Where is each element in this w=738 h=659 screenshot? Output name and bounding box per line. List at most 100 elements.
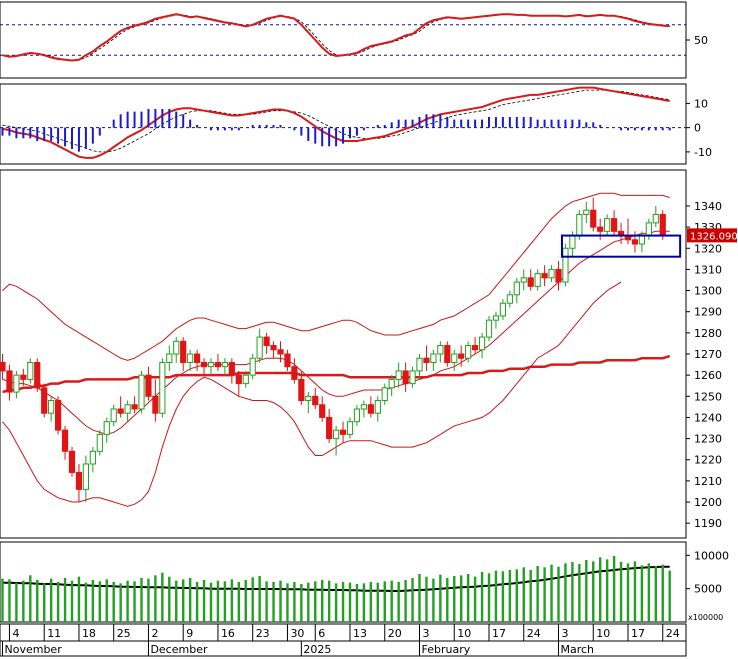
candle-body	[388, 378, 395, 389]
volume-bar	[543, 567, 546, 622]
volume-bar	[383, 581, 386, 622]
candle-body	[319, 404, 326, 418]
candle-body	[284, 353, 291, 368]
volume-bar	[668, 570, 671, 622]
x-day-label: 25	[117, 627, 131, 640]
volume-bar	[286, 583, 289, 622]
volume-bar	[56, 582, 60, 622]
candle-body	[13, 374, 20, 393]
x-day-label: 3	[423, 627, 430, 640]
volume-bar	[98, 581, 101, 622]
volume-bar	[501, 571, 505, 622]
x-day-label: 24	[527, 627, 541, 640]
candle-body	[555, 268, 562, 283]
x-day-label: 2	[151, 627, 158, 640]
y-tick-label: 10	[694, 97, 708, 110]
volume-bar	[348, 582, 352, 622]
candle-body	[20, 374, 27, 380]
candle-body	[55, 400, 62, 431]
volume-bar	[43, 583, 46, 622]
volume-bar	[175, 580, 178, 622]
candle-body	[374, 400, 381, 414]
y-tick-label: 5000	[694, 583, 722, 596]
candle-body	[138, 374, 145, 410]
candle-body	[333, 429, 340, 440]
x-axis-frame	[0, 623, 687, 657]
panel-frame-rsi	[0, 1, 687, 79]
candle-body	[277, 349, 284, 355]
volume-bar	[571, 562, 574, 622]
x-day-label: 20	[388, 627, 402, 640]
volume-bar	[619, 562, 623, 622]
volume-bar	[446, 578, 449, 622]
x-day-label: 9	[186, 627, 193, 640]
candle-body	[346, 421, 354, 435]
volume-bar	[578, 564, 581, 622]
volume-bar	[522, 567, 525, 622]
candle-body	[235, 374, 242, 385]
candle-body	[200, 361, 208, 368]
volume-bar	[529, 570, 532, 622]
candle-body	[638, 235, 645, 245]
candles	[0, 197, 666, 503]
candle-body	[562, 247, 569, 283]
volume-bar	[390, 580, 393, 622]
candle-body	[48, 400, 55, 414]
volume-bar	[105, 579, 108, 622]
volume-bar	[15, 582, 18, 622]
candle-body	[576, 213, 583, 237]
candle-body	[395, 370, 402, 380]
volume-bar	[515, 569, 518, 622]
volume-bar	[612, 556, 616, 622]
x-day-label: 17	[492, 627, 506, 640]
volume-bar	[182, 579, 185, 622]
volume-bar	[321, 580, 324, 622]
volume-bar	[307, 582, 310, 622]
candle-body	[485, 319, 493, 338]
candle-body	[339, 429, 347, 435]
candle-body	[402, 370, 409, 385]
volume-bar	[536, 566, 539, 622]
candle-body	[124, 404, 131, 414]
y-tick-label: 50	[694, 34, 708, 47]
volume-bar	[251, 577, 254, 622]
volume-bar	[119, 583, 122, 622]
candle-body	[527, 277, 534, 287]
candle-body	[492, 315, 500, 321]
candle-body	[569, 235, 576, 249]
volume-bar	[8, 579, 11, 622]
candle-body	[312, 395, 319, 406]
volume-bar	[460, 575, 463, 622]
candle-body	[117, 408, 124, 414]
y-tick-label: 1270	[694, 348, 722, 361]
candle-body	[68, 450, 76, 473]
volume-bar	[647, 563, 651, 622]
volume-bar	[36, 580, 39, 622]
volume-bar	[592, 561, 595, 622]
volume-bar	[126, 580, 129, 622]
volume-bar	[376, 582, 379, 622]
volume-bars	[1, 556, 671, 622]
candle-body	[166, 353, 173, 363]
rsi-signal-line	[2, 13, 670, 61]
volume-bar	[453, 576, 456, 622]
candle-body	[458, 353, 465, 359]
volume-bar	[557, 566, 560, 622]
candle-body	[645, 222, 652, 237]
volume-bar	[425, 576, 428, 622]
volume-bar	[265, 581, 268, 622]
candle-body	[173, 340, 180, 355]
bollinger-middle	[2, 230, 670, 435]
candle-body	[96, 433, 103, 452]
x-day-label: 18	[82, 627, 96, 640]
candle-body	[430, 353, 437, 363]
x-day-label: 23	[256, 627, 270, 640]
volume-bar	[237, 582, 240, 622]
candle-body	[256, 336, 263, 359]
volume-bar	[439, 574, 442, 622]
candle-body	[27, 361, 34, 380]
x-day-label: 16	[221, 627, 235, 640]
volume-bar	[168, 576, 171, 622]
volume-bar	[244, 580, 247, 622]
candle-body	[423, 357, 430, 363]
